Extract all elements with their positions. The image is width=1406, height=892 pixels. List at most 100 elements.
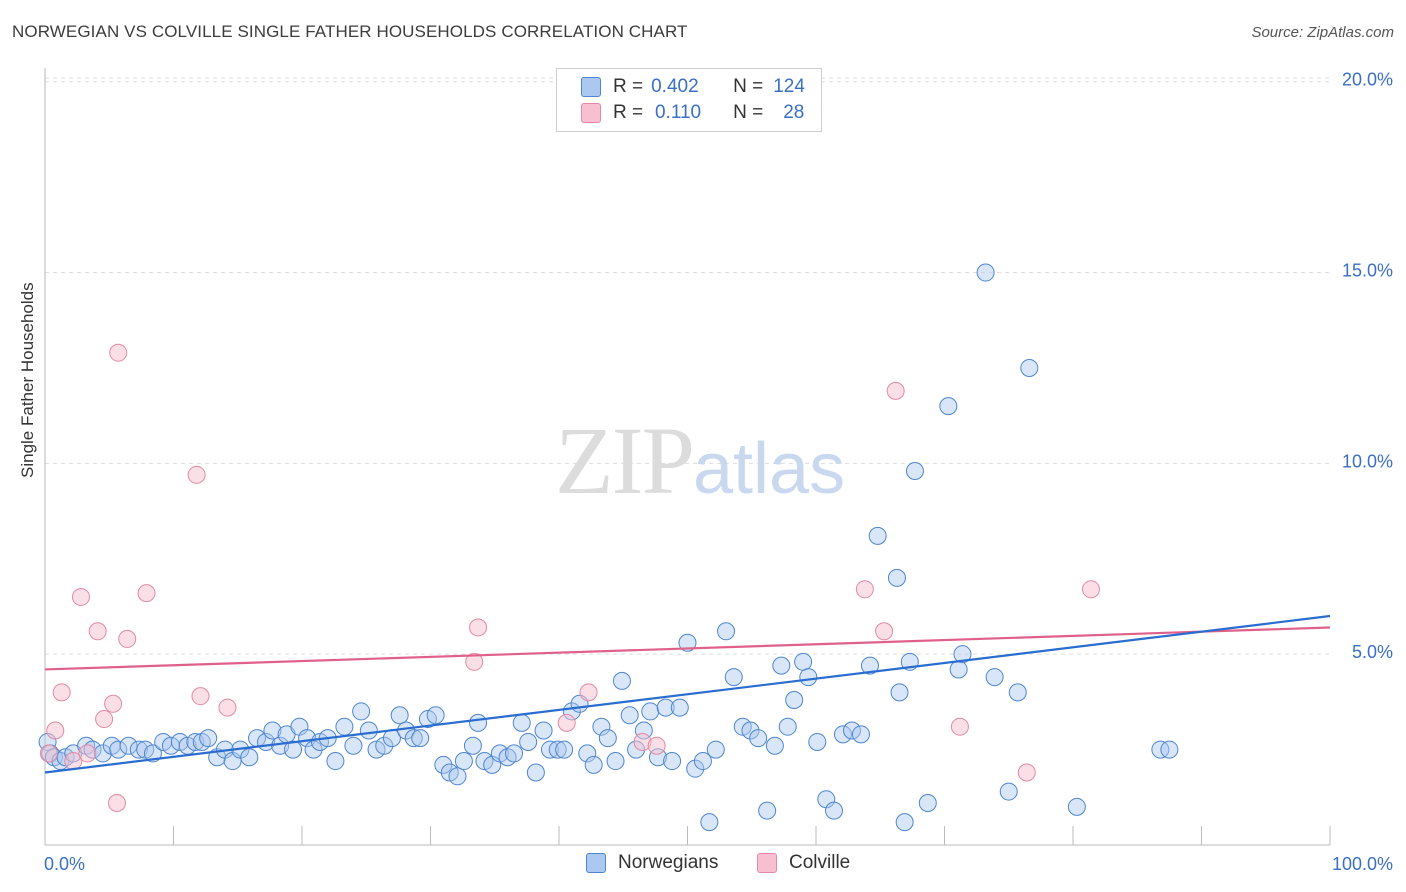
point-norwegians <box>851 725 870 744</box>
y-tick-label: 20.0% <box>1342 70 1393 90</box>
point-norwegians <box>868 526 887 545</box>
legend-swatch-norwegians <box>586 853 606 873</box>
point-colville <box>187 465 206 484</box>
point-colville <box>109 343 128 362</box>
chart-title: NORWEGIAN VS COLVILLE SINGLE FATHER HOUS… <box>12 22 688 41</box>
point-colville <box>191 687 210 706</box>
point-norwegians <box>129 740 148 759</box>
point-norwegians <box>808 732 827 751</box>
point-norwegians <box>519 732 538 751</box>
point-norwegians <box>895 813 914 832</box>
point-norwegians <box>678 633 697 652</box>
x-tick-label-max: 100.0% <box>1332 854 1393 874</box>
point-colville <box>647 736 666 755</box>
axes <box>44 68 1331 846</box>
point-norwegians <box>352 702 371 721</box>
point-norwegians <box>578 744 597 763</box>
y-tick-label: 5.0% <box>1352 642 1393 662</box>
point-norwegians <box>700 813 719 832</box>
point-norwegians <box>949 660 968 679</box>
legend-item-colville: Colville <box>757 852 850 874</box>
point-norwegians <box>555 740 574 759</box>
point-norwegians <box>620 706 639 725</box>
legend-swatch-norwegians <box>581 77 601 97</box>
point-norwegians <box>772 656 791 675</box>
legend-n-value: 28 <box>783 102 805 123</box>
point-norwegians <box>143 744 162 763</box>
point-norwegians <box>434 755 453 774</box>
point-norwegians <box>326 752 345 771</box>
point-norwegians <box>833 725 852 744</box>
legend-label-norwegians: Norwegians <box>618 852 719 873</box>
point-colville <box>52 683 71 702</box>
point-norwegians <box>119 736 138 755</box>
point-norwegians <box>794 652 813 671</box>
point-norwegians <box>842 721 861 740</box>
correlation-legend: R = 0.402 N = 124 R = 0.110 N = 28 <box>556 68 822 132</box>
point-norwegians <box>670 698 689 717</box>
point-norwegians <box>953 645 972 664</box>
point-colville <box>39 744 58 763</box>
point-norwegians <box>1067 797 1086 816</box>
point-colville <box>886 381 905 400</box>
legend-n-value: 124 <box>773 76 805 97</box>
point-norwegians <box>656 698 675 717</box>
point-norwegians <box>693 752 712 771</box>
point-colville <box>1081 580 1100 599</box>
source-label: Source: ZipAtlas.com <box>1251 24 1394 41</box>
y-tick-label: 10.0% <box>1342 451 1393 471</box>
point-colville <box>71 587 90 606</box>
point-norwegians <box>785 690 804 709</box>
legend-row-colville: R = 0.110 N = 28 <box>581 100 804 126</box>
point-colville <box>137 584 156 603</box>
point-colville <box>1017 763 1036 782</box>
point-colville <box>107 794 126 813</box>
point-norwegians <box>512 713 531 732</box>
x-tick-labels: 0.0% 100.0% <box>44 854 1393 874</box>
legend-n-label: N = <box>733 76 764 97</box>
point-norwegians <box>765 736 784 755</box>
point-norwegians <box>526 763 545 782</box>
point-norwegians <box>335 717 354 736</box>
point-norwegians <box>918 794 937 813</box>
legend-item-norwegians: Norwegians <box>586 852 718 874</box>
point-norwegians <box>860 656 879 675</box>
point-norwegians <box>240 748 259 767</box>
point-norwegians <box>749 729 768 748</box>
point-norwegians <box>976 263 995 282</box>
point-norwegians <box>686 759 705 778</box>
point-norwegians <box>584 755 603 774</box>
point-colville <box>469 618 488 637</box>
grid-lines <box>45 77 1330 655</box>
y-tick-label: 15.0% <box>1342 261 1393 281</box>
point-norwegians <box>824 801 843 820</box>
legend-r-value: 0.110 <box>654 102 702 123</box>
point-norwegians <box>411 729 430 748</box>
point-norwegians <box>598 729 617 748</box>
trend-line-norwegians <box>44 614 1331 774</box>
point-norwegians <box>799 668 818 687</box>
point-norwegians <box>612 671 631 690</box>
legend-row-norwegians: R = 0.402 N = 124 <box>581 74 805 100</box>
point-norwegians <box>426 706 445 725</box>
point-norwegians <box>778 717 797 736</box>
watermark-zip: ZIP <box>555 407 695 514</box>
point-norwegians <box>741 721 760 740</box>
point-norwegians <box>344 736 363 755</box>
point-norwegians <box>505 744 524 763</box>
point-norwegians <box>454 752 473 771</box>
watermark-atlas: atlas <box>693 429 846 509</box>
point-norwegians <box>592 717 611 736</box>
point-norwegians <box>359 721 378 740</box>
trend-line-colville <box>44 626 1331 671</box>
point-colville <box>78 744 97 763</box>
point-colville <box>875 622 894 641</box>
point-colville <box>95 710 114 729</box>
point-norwegians <box>905 462 924 480</box>
series-norwegians-points <box>38 263 1179 832</box>
legend-n-label: N = <box>733 102 764 123</box>
point-norwegians <box>985 668 1004 687</box>
point-norwegians <box>463 736 482 755</box>
point-norwegians <box>1008 683 1027 702</box>
